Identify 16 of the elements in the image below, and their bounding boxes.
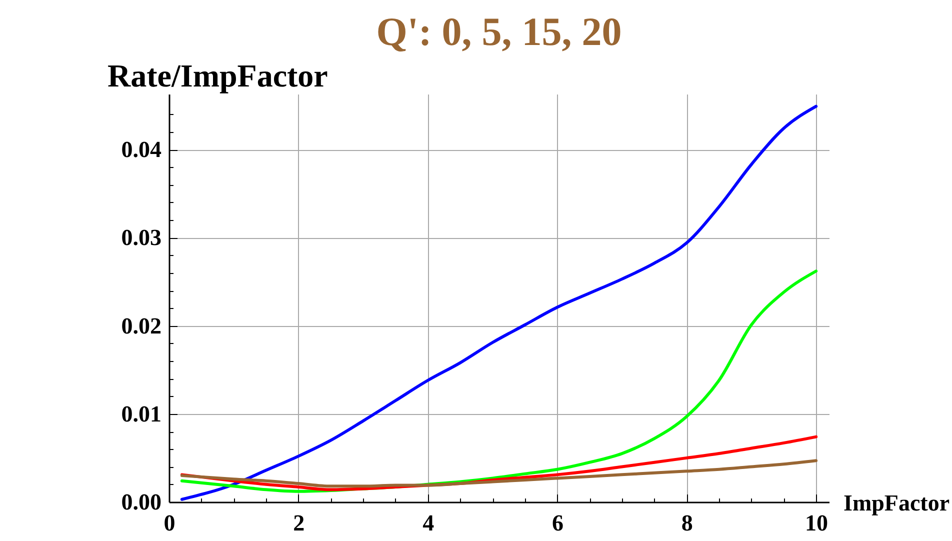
line-series (180, 459, 818, 488)
y-tick-label: 0.02 (121, 313, 162, 338)
y-tick-label: 0.03 (121, 225, 162, 250)
y-tick-label: 0.00 (121, 490, 162, 514)
x-tick-label: 8 (681, 510, 693, 536)
x-tick-label: 2 (293, 510, 305, 536)
y-tick-label: 0.01 (121, 401, 162, 426)
y-tick-label: 0.04 (121, 137, 162, 162)
x-tick-label: 0 (164, 510, 176, 536)
chart-title: Q': 0, 5, 15, 20 (376, 9, 622, 54)
y-axis-title: Rate/ImpFactor (108, 58, 328, 94)
x-tick-label: 10 (805, 510, 828, 536)
x-axis-title: ImpFactor (844, 490, 950, 516)
line-series (180, 104, 818, 501)
x-tick-label: 4 (422, 510, 435, 536)
x-tick-label: 6 (552, 510, 564, 536)
